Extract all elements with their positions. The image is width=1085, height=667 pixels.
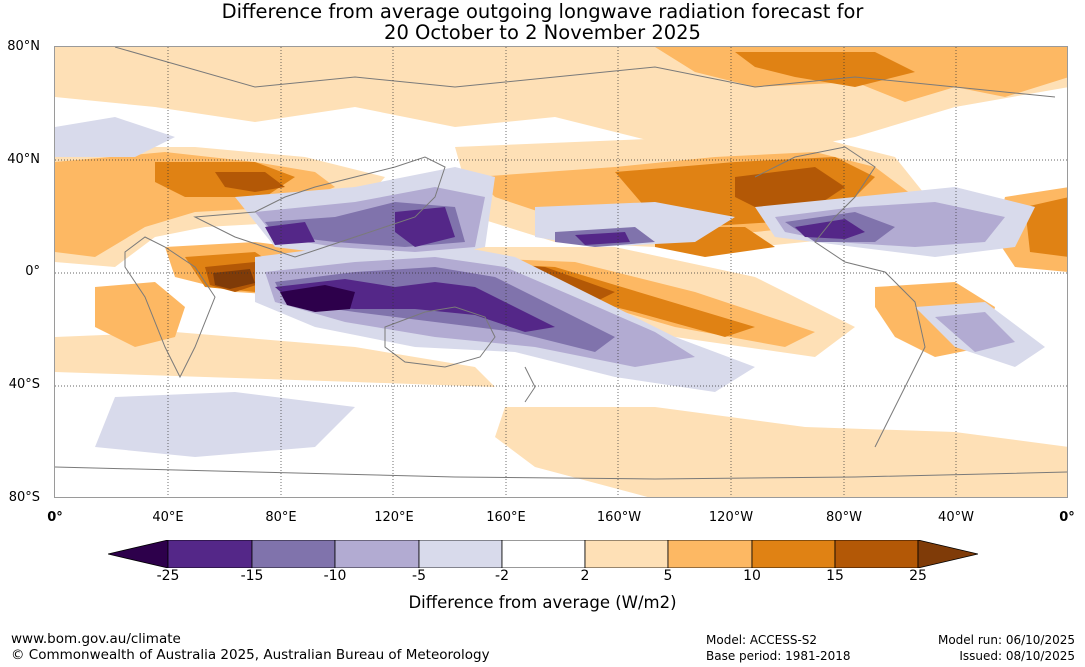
footer-issued: Issued: 08/10/2025: [959, 649, 1075, 663]
lon-label-40e: 40°E: [152, 510, 184, 525]
colorbar-segment-1: [167, 540, 253, 568]
footer-copyright: © Commonwealth of Australia 2025, Austra…: [11, 647, 490, 663]
colorbar-tick-8: 15: [826, 568, 844, 584]
coastlines: [55, 47, 1067, 480]
lat-label-40n: 40°N: [7, 152, 40, 167]
colorbar-tick-6: 5: [663, 568, 673, 584]
footer-website: www.bom.gov.au/climate: [11, 631, 181, 647]
colorbar-label: Difference from average (W/m2): [408, 593, 677, 612]
map-title-line2: 20 October to 2 November 2025: [384, 21, 701, 44]
footer-base-period: Base period: 1981-2018: [706, 649, 851, 663]
map-title-line1: Difference from average outgoing longwav…: [221, 0, 864, 23]
colorbar-segment-5: [501, 540, 586, 568]
lat-label-0: 0°: [25, 264, 40, 279]
lon-label-120w: 120°W: [708, 510, 754, 525]
footer-model: Model: ACCESS-S2: [706, 633, 818, 647]
colorbar-segment-2: [251, 540, 336, 568]
lon-label-80e: 80°E: [265, 510, 297, 525]
colorbar-segment-0: [108, 540, 169, 568]
lon-label-120e: 120°E: [374, 510, 414, 525]
colorbar-segment-4: [418, 540, 503, 568]
lon-label-160e: 160°E: [486, 510, 526, 525]
colorbar-tick-3: -5: [412, 568, 426, 584]
colorbar-tick-0: -25: [156, 568, 180, 584]
colorbar-segment-3: [334, 540, 420, 568]
lat-label-80n: 80°N: [7, 39, 40, 54]
lon-label-80w: 80°W: [826, 510, 862, 525]
olr-anomaly-map: [54, 46, 1068, 498]
colorbar-segment-9: [834, 540, 919, 568]
lat-label-40s: 40°S: [8, 377, 40, 392]
footer-model-run: Model run: 06/10/2025: [937, 633, 1075, 647]
colorbar-segment-7: [667, 540, 753, 568]
colorbar-tick-4: -2: [495, 568, 509, 584]
colorbar-tick-7: 10: [743, 568, 761, 584]
colorbar: [108, 540, 978, 568]
negative-anomaly-shading: [55, 117, 1045, 457]
lat-label-80s: 80°S: [8, 490, 40, 505]
colorbar-tick-1: -15: [240, 568, 264, 584]
lon-label-0-left: 0°: [47, 510, 63, 525]
colorbar-tick-9: 25: [909, 568, 927, 584]
map-svg: [55, 47, 1067, 497]
colorbar-segment-6: [584, 540, 669, 568]
lon-label-0-right: 0°: [1059, 510, 1075, 525]
graticule: [55, 47, 1067, 497]
colorbar-segment-8: [751, 540, 836, 568]
lon-label-40w: 40°W: [938, 510, 974, 525]
colorbar-segment-10: [917, 540, 978, 568]
colorbar-tick-2: -10: [323, 568, 347, 584]
lon-label-160w: 160°W: [596, 510, 642, 525]
colorbar-tick-5: 2: [580, 568, 590, 584]
